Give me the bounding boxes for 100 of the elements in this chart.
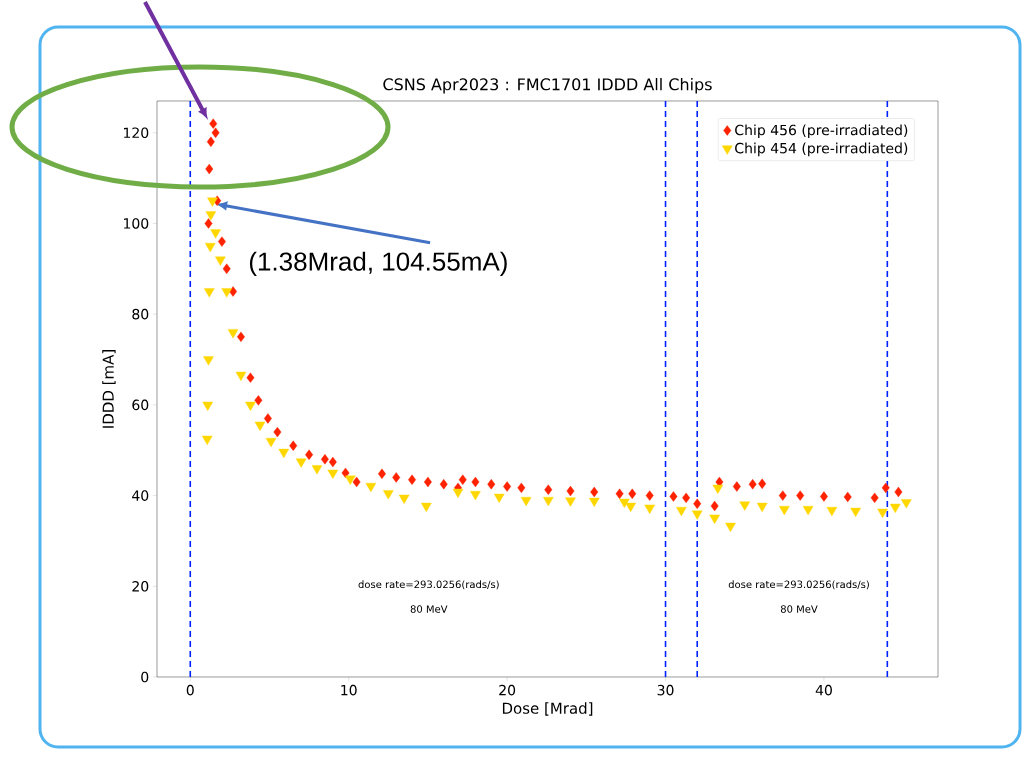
- point: [345, 475, 356, 485]
- point: [669, 491, 678, 502]
- point: [615, 488, 624, 499]
- point: [732, 481, 741, 492]
- point: [392, 472, 401, 483]
- y-tick-label: 120: [124, 127, 149, 139]
- legend-label: Chip 454 (pre-irradiated): [735, 142, 908, 157]
- point: [877, 508, 888, 518]
- point: [889, 503, 901, 513]
- point: [211, 127, 220, 138]
- point: [710, 500, 719, 512]
- point: [352, 476, 361, 488]
- point: [709, 514, 720, 524]
- point: [328, 456, 337, 468]
- point: [712, 484, 724, 494]
- point: [204, 288, 215, 298]
- annotation: dose rate=293.0256(rads/s): [728, 580, 869, 590]
- point: [901, 499, 912, 509]
- y-tick-label: 0: [141, 671, 149, 683]
- point: [218, 236, 226, 247]
- point: [566, 485, 575, 497]
- point: [756, 502, 768, 513]
- point: [383, 490, 394, 500]
- point: [748, 479, 757, 490]
- annotation: 80 MeV: [410, 605, 448, 613]
- point: [739, 501, 751, 511]
- point: [520, 496, 532, 507]
- point: [470, 491, 481, 501]
- point: [201, 435, 213, 445]
- point: [682, 492, 691, 503]
- point: [565, 497, 576, 507]
- point: [206, 136, 215, 147]
- point: [289, 440, 298, 451]
- point: [645, 490, 654, 501]
- point: [778, 490, 787, 501]
- chart-title: CSNS Apr2023 : FMC1701 IDDD All Chips: [383, 77, 712, 94]
- point: [327, 469, 339, 479]
- y-tick-label: 40: [132, 490, 149, 501]
- point: [820, 491, 828, 502]
- y-tick-label: 80: [132, 308, 149, 320]
- point: [725, 522, 736, 533]
- y-tick-label: 60: [132, 399, 149, 411]
- point: [779, 506, 790, 516]
- point: [493, 493, 505, 503]
- legend-label: Chip 456 (pre-irradiated): [735, 124, 908, 139]
- point: [870, 492, 879, 503]
- point: [421, 502, 432, 513]
- point: [205, 163, 214, 175]
- x-tick-label: 0: [186, 684, 194, 696]
- point: [202, 401, 213, 411]
- point: [843, 491, 852, 503]
- point: [644, 504, 655, 514]
- point: [458, 474, 467, 485]
- point: [254, 395, 263, 406]
- point: [850, 507, 861, 518]
- point: [265, 438, 277, 448]
- point: [321, 454, 329, 465]
- point: [209, 118, 218, 129]
- point: [295, 458, 307, 468]
- point: [691, 510, 703, 520]
- point: [676, 506, 687, 517]
- x-tick-label: 40: [815, 684, 832, 696]
- annotation: (1.38Mrad, 104.55mA): [249, 251, 507, 276]
- point: [203, 356, 214, 366]
- point: [826, 506, 838, 517]
- x-tick-label: 20: [499, 684, 516, 696]
- point: [204, 243, 216, 253]
- point: [628, 488, 637, 499]
- point: [590, 486, 599, 498]
- point: [222, 263, 231, 274]
- point: [894, 486, 903, 498]
- annotation: 80 MeV: [780, 605, 818, 613]
- point: [471, 476, 480, 488]
- x-tick-label: 30: [657, 684, 674, 696]
- point: [204, 218, 213, 229]
- point: [278, 448, 289, 459]
- point: [237, 331, 245, 342]
- point: [588, 497, 600, 508]
- point: [398, 494, 410, 504]
- point: [305, 449, 313, 460]
- point: [625, 502, 636, 513]
- point: [254, 421, 266, 431]
- point: [246, 372, 255, 383]
- point: [796, 490, 805, 501]
- point: [517, 482, 526, 494]
- point: [207, 197, 218, 207]
- point: [802, 506, 814, 516]
- point: [227, 329, 239, 339]
- point: [881, 482, 890, 494]
- annotation: dose rate=293.0256(rads/s): [358, 580, 499, 590]
- point: [543, 496, 554, 507]
- point: [221, 288, 232, 298]
- point: [758, 478, 767, 489]
- point: [245, 401, 256, 411]
- point: [273, 426, 282, 438]
- point: [452, 488, 464, 498]
- y-tick-label: 100: [124, 218, 149, 229]
- y-tick-label: 20: [132, 580, 149, 592]
- point: [205, 211, 217, 221]
- point: [693, 498, 702, 509]
